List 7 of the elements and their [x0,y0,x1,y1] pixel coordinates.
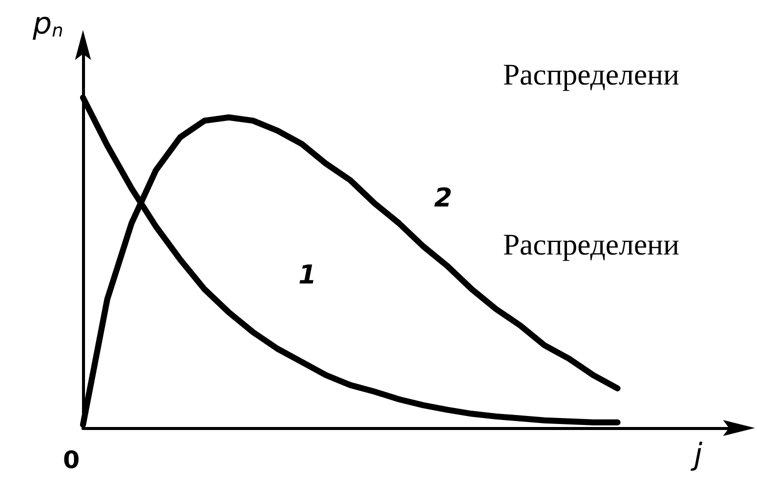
annotation: Распределени [503,228,680,262]
series-label: 2 [434,183,452,214]
text: Распределени [503,58,680,92]
x-axis-title: j [690,438,703,472]
text: 0 [63,446,80,474]
y-axis-title: pn [32,6,64,42]
text: 1 [298,260,316,291]
